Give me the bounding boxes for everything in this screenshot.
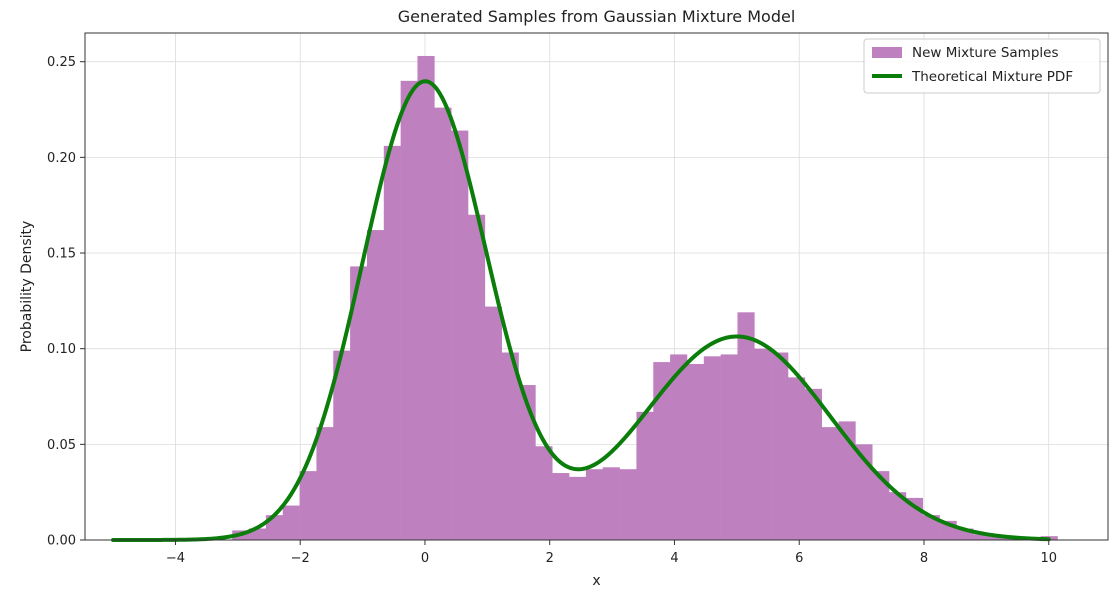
histogram-bars — [232, 55, 1058, 541]
histogram-bar — [990, 536, 1008, 540]
legend-swatch-histogram — [872, 47, 902, 58]
histogram-bar — [333, 350, 351, 540]
x-tick-label: 6 — [795, 551, 803, 566]
histogram-bar — [282, 505, 300, 540]
y-axis-label: Probability Density — [19, 221, 35, 353]
histogram-bar — [383, 145, 401, 540]
histogram-bar — [400, 80, 418, 540]
histogram-bar — [686, 363, 705, 540]
legend-box — [863, 38, 1101, 94]
x-tick-label: 2 — [546, 551, 554, 566]
histogram-bar — [535, 446, 553, 540]
histogram-bar — [501, 352, 519, 540]
histogram-bar — [973, 534, 991, 540]
histogram-bar — [670, 354, 688, 540]
histogram-bar — [602, 467, 620, 540]
histogram-bar — [518, 385, 536, 540]
y-axis-ticks: 0.00 0.05 0.10 0.15 0.20 0.25 — [47, 55, 85, 549]
histogram-bar — [484, 306, 502, 540]
histogram-bar — [636, 411, 654, 540]
histogram-bar — [922, 515, 940, 540]
histogram-bar — [956, 528, 974, 540]
y-tick-label: 0.25 — [47, 55, 76, 70]
y-gridlines — [85, 61, 1108, 541]
legend: New Mixture Samples Theoretical Mixture … — [863, 38, 1101, 94]
histogram-bar — [619, 469, 637, 540]
histogram-bar — [804, 388, 822, 540]
histogram-bar — [249, 528, 267, 540]
histogram-bar — [434, 107, 452, 540]
y-tick-label: 0.20 — [47, 151, 76, 166]
y-tick-label: 0.00 — [47, 534, 76, 549]
histogram-bar — [552, 473, 570, 540]
histogram-bar — [451, 130, 469, 540]
histogram-bar — [737, 312, 755, 540]
histogram-bar — [889, 492, 907, 540]
x-axis-label: x — [592, 573, 600, 589]
plot-frame — [84, 32, 1109, 541]
y-tick-label: 0.10 — [47, 342, 76, 357]
x-tick-label: 0 — [421, 551, 429, 566]
chart-title: Generated Samples from Gaussian Mixture … — [398, 7, 796, 26]
x-axis-ticks: −4 −2 0 2 4 6 8 10 — [166, 540, 1057, 566]
x-tick-label: 4 — [670, 551, 678, 566]
histogram-bar — [703, 356, 721, 540]
histogram-bar — [366, 230, 385, 541]
histogram-bar — [720, 354, 738, 540]
histogram-bar — [585, 469, 604, 540]
x-tick-label: 10 — [1040, 551, 1057, 566]
x-tick-label: 8 — [920, 551, 928, 566]
histogram-bar — [855, 444, 873, 540]
histogram-bar — [316, 427, 334, 540]
histogram-bar — [350, 266, 368, 540]
histogram-bar — [754, 348, 772, 540]
y-tick-label: 0.05 — [47, 438, 76, 453]
y-tick-label: 0.15 — [47, 247, 76, 262]
histogram-bar — [569, 476, 587, 540]
histogram-bar — [821, 427, 839, 540]
histogram-bar — [771, 352, 789, 540]
histogram-bar — [299, 471, 317, 540]
legend-label-pdf: Theoretical Mixture PDF — [911, 69, 1073, 85]
histogram-bar — [468, 214, 486, 541]
histogram-bar — [653, 362, 671, 540]
x-tick-label: −4 — [166, 551, 185, 566]
pdf-line — [111, 79, 1051, 542]
histogram-bar — [788, 377, 806, 540]
legend-label-histogram: New Mixture Samples — [912, 45, 1058, 61]
histogram-bar — [417, 55, 435, 540]
histogram-bar — [838, 421, 856, 540]
histogram-bar — [872, 471, 890, 540]
x-tick-label: −2 — [291, 551, 310, 566]
